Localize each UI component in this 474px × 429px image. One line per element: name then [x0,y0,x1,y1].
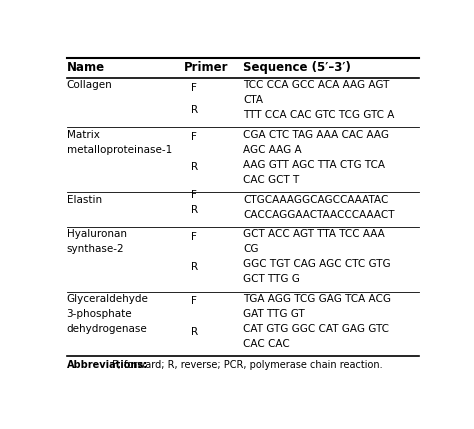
Text: F: F [191,190,197,199]
Text: F: F [191,82,197,93]
Text: CG: CG [243,244,258,254]
Text: CAC CAC: CAC CAC [243,339,290,349]
Text: R: R [191,326,199,337]
Text: Hyaluronan: Hyaluronan [66,229,127,239]
Text: 3-phosphate: 3-phosphate [66,309,132,319]
Text: TGA AGG TCG GAG TCA ACG: TGA AGG TCG GAG TCA ACG [243,294,391,304]
Text: Collagen: Collagen [66,80,112,90]
Text: R: R [191,262,199,272]
Text: F: F [191,132,197,142]
Text: Matrix: Matrix [66,130,100,140]
Text: CAT GTG GGC CAT GAG GTC: CAT GTG GGC CAT GAG GTC [243,324,389,334]
Text: GCT TTG G: GCT TTG G [243,274,300,284]
Text: Primer: Primer [184,61,228,74]
Text: GAT TTG GT: GAT TTG GT [243,309,305,319]
Text: Name: Name [66,61,105,74]
Text: R: R [191,105,199,115]
Text: CAC GCT T: CAC GCT T [243,175,299,185]
Text: GCT ACC AGT TTA TCC AAA: GCT ACC AGT TTA TCC AAA [243,229,385,239]
Text: Glyceraldehyde: Glyceraldehyde [66,294,148,304]
Text: F, forward; R, reverse; PCR, polymerase chain reaction.: F, forward; R, reverse; PCR, polymerase … [109,360,383,370]
Text: F: F [191,296,197,306]
Text: Elastin: Elastin [66,194,102,205]
Text: CTGCAAAGGCAGCCAAATAC: CTGCAAAGGCAGCCAAATAC [243,194,388,205]
Text: AAG GTT AGC TTA CTG TCA: AAG GTT AGC TTA CTG TCA [243,160,385,170]
Text: CTA: CTA [243,95,263,105]
Text: CGA CTC TAG AAA CAC AAG: CGA CTC TAG AAA CAC AAG [243,130,389,140]
Text: metalloproteinase-1: metalloproteinase-1 [66,145,172,155]
Text: F: F [191,232,197,242]
Text: AGC AAG A: AGC AAG A [243,145,301,155]
Text: Sequence (5′–3′): Sequence (5′–3′) [243,61,351,74]
Text: CACCAGGAACTAACCCAAACT: CACCAGGAACTAACCCAAACT [243,209,394,220]
Text: dehydrogenase: dehydrogenase [66,324,147,334]
Text: synthase-2: synthase-2 [66,244,124,254]
Text: Abbreviations:: Abbreviations: [66,360,148,370]
Text: TTT CCA CAC GTC TCG GTC A: TTT CCA CAC GTC TCG GTC A [243,110,394,120]
Text: R: R [191,205,199,214]
Text: GGC TGT CAG AGC CTC GTG: GGC TGT CAG AGC CTC GTG [243,259,391,269]
Text: R: R [191,162,199,172]
Text: TCC CCA GCC ACA AAG AGT: TCC CCA GCC ACA AAG AGT [243,80,389,90]
